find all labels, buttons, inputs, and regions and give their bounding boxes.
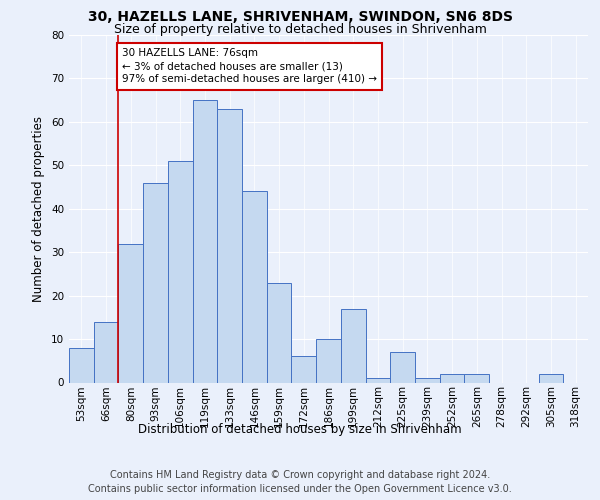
Bar [365, 378, 390, 382]
Bar [118, 244, 143, 382]
Bar [539, 374, 563, 382]
Bar [242, 192, 267, 382]
Bar [415, 378, 440, 382]
Bar [316, 339, 341, 382]
Text: Distribution of detached houses by size in Shrivenham: Distribution of detached houses by size … [138, 422, 462, 436]
Text: 30, HAZELLS LANE, SHRIVENHAM, SWINDON, SN6 8DS: 30, HAZELLS LANE, SHRIVENHAM, SWINDON, S… [88, 10, 512, 24]
Bar [341, 308, 365, 382]
Bar [143, 182, 168, 382]
Bar [217, 109, 242, 382]
Bar [292, 356, 316, 382]
Bar [267, 282, 292, 382]
Bar [464, 374, 489, 382]
Y-axis label: Number of detached properties: Number of detached properties [32, 116, 46, 302]
Bar [168, 161, 193, 382]
Bar [193, 100, 217, 382]
Bar [390, 352, 415, 382]
Text: Size of property relative to detached houses in Shrivenham: Size of property relative to detached ho… [113, 22, 487, 36]
Text: Contains public sector information licensed under the Open Government Licence v3: Contains public sector information licen… [88, 484, 512, 494]
Text: 30 HAZELLS LANE: 76sqm
← 3% of detached houses are smaller (13)
97% of semi-deta: 30 HAZELLS LANE: 76sqm ← 3% of detached … [122, 48, 377, 84]
Bar [440, 374, 464, 382]
Bar [69, 348, 94, 382]
Text: Contains HM Land Registry data © Crown copyright and database right 2024.: Contains HM Land Registry data © Crown c… [110, 470, 490, 480]
Bar [94, 322, 118, 382]
